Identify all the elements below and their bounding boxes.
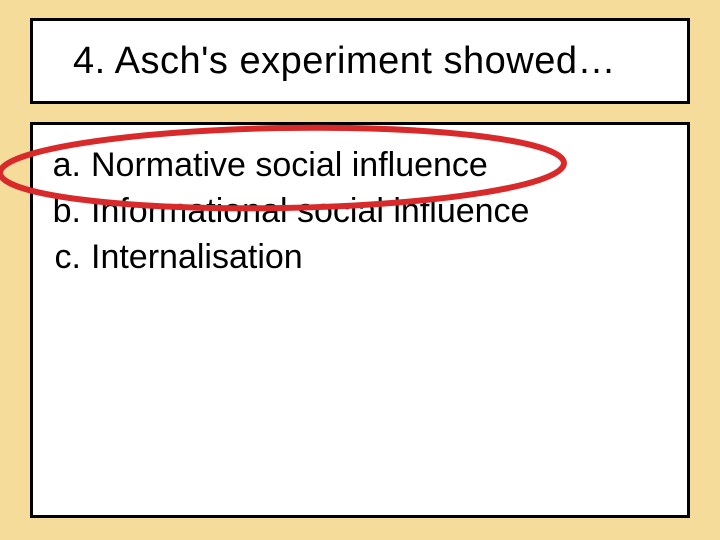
- answer-text: Informational social influence: [91, 189, 675, 235]
- answer-row-a: a. Normative social influence: [45, 143, 675, 189]
- answer-row-b: b. Informational social influence: [45, 189, 675, 235]
- answers-box: a. Normative social influence b. Informa…: [30, 122, 690, 518]
- answer-text: Normative social influence: [91, 143, 675, 189]
- answer-letter: a.: [45, 143, 91, 189]
- answer-letter: b.: [45, 189, 91, 235]
- answer-row-c: c. Internalisation: [45, 235, 675, 281]
- answer-letter: c.: [45, 235, 91, 281]
- question-text: 4. Asch's experiment showed…: [73, 40, 616, 83]
- answer-text: Internalisation: [91, 235, 675, 281]
- question-box: 4. Asch's experiment showed…: [30, 18, 690, 104]
